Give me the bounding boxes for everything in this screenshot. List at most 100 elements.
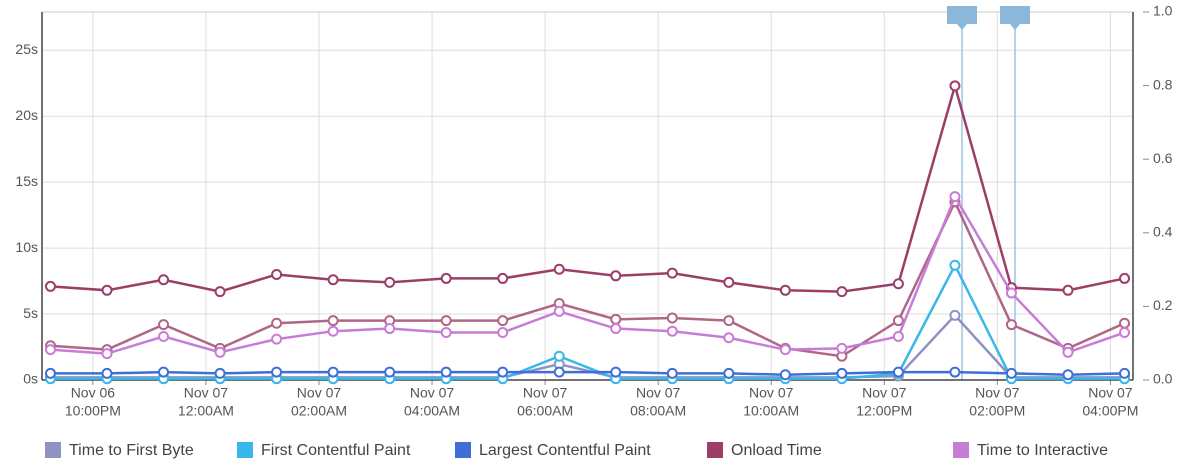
legend-swatch bbox=[455, 442, 471, 458]
data-point bbox=[101, 367, 113, 379]
x-tick-label: Nov 07 bbox=[749, 385, 794, 401]
data-point bbox=[1119, 317, 1131, 329]
legend-swatch bbox=[953, 442, 969, 458]
x-tick-label: Nov 07 bbox=[297, 385, 342, 401]
data-point bbox=[892, 315, 904, 327]
series-line bbox=[50, 262, 1125, 380]
data-point bbox=[44, 344, 56, 356]
data-point bbox=[440, 327, 452, 339]
y2-tick-label: 0.4 bbox=[1153, 224, 1173, 240]
x-tick-label: 06:00AM bbox=[517, 403, 573, 419]
data-point bbox=[610, 313, 622, 325]
x-tick-label: Nov 07 bbox=[975, 385, 1020, 401]
data-point bbox=[553, 305, 565, 317]
data-point bbox=[949, 80, 961, 92]
data-point bbox=[158, 330, 170, 342]
x-tick-label: 10:00AM bbox=[743, 403, 799, 419]
annotation-flag bbox=[947, 6, 977, 30]
data-point bbox=[271, 366, 283, 378]
legend-swatch bbox=[45, 442, 61, 458]
series-line bbox=[50, 313, 1125, 379]
data-point bbox=[1119, 367, 1131, 379]
data-point bbox=[610, 366, 622, 378]
data-point bbox=[158, 366, 170, 378]
x-tick-label: Nov 07 bbox=[523, 385, 568, 401]
data-point bbox=[1119, 272, 1131, 284]
data-point bbox=[1062, 284, 1074, 296]
data-point bbox=[384, 276, 396, 288]
data-point bbox=[101, 284, 113, 296]
legend-label: Onload Time bbox=[731, 442, 822, 459]
y-tick-label: 10s bbox=[15, 239, 38, 255]
data-point bbox=[44, 367, 56, 379]
data-point bbox=[271, 268, 283, 280]
data-point bbox=[723, 367, 735, 379]
data-point bbox=[497, 366, 509, 378]
data-point bbox=[271, 317, 283, 329]
series-line bbox=[50, 193, 1125, 355]
y2-tick-label: 0.2 bbox=[1153, 297, 1173, 313]
data-point bbox=[666, 325, 678, 337]
data-point bbox=[158, 274, 170, 286]
y-tick-label: 5s bbox=[23, 305, 38, 321]
data-point bbox=[723, 276, 735, 288]
series-line bbox=[50, 370, 1125, 376]
data-point bbox=[610, 323, 622, 335]
y2-tick-label: 0.6 bbox=[1153, 150, 1173, 166]
data-point bbox=[949, 366, 961, 378]
data-point bbox=[214, 286, 226, 298]
data-point bbox=[214, 346, 226, 358]
data-point bbox=[610, 270, 622, 282]
data-point bbox=[553, 366, 565, 378]
y2-tick-label: 0.8 bbox=[1153, 76, 1173, 92]
data-point bbox=[666, 267, 678, 279]
data-point bbox=[836, 342, 848, 354]
x-tick-label: 04:00AM bbox=[404, 403, 460, 419]
x-tick-label: 12:00PM bbox=[856, 403, 912, 419]
data-point bbox=[836, 367, 848, 379]
legend-label: Largest Contentful Paint bbox=[479, 442, 651, 459]
data-point bbox=[327, 366, 339, 378]
data-point bbox=[892, 278, 904, 290]
data-point bbox=[1062, 369, 1074, 381]
legend-label: First Contentful Paint bbox=[261, 442, 411, 459]
data-point bbox=[949, 309, 961, 321]
x-tick-label: 10:00PM bbox=[65, 403, 121, 419]
data-point bbox=[723, 332, 735, 344]
data-point bbox=[836, 286, 848, 298]
x-tick-label: 04:00PM bbox=[1082, 403, 1138, 419]
x-tick-label: 02:00AM bbox=[291, 403, 347, 419]
y2-tick-label: 1.0 bbox=[1153, 3, 1173, 19]
data-point bbox=[101, 348, 113, 360]
series-line bbox=[50, 81, 1125, 293]
data-point bbox=[1119, 327, 1131, 339]
data-point bbox=[384, 323, 396, 335]
x-tick-label: Nov 07 bbox=[1088, 385, 1133, 401]
data-point bbox=[779, 284, 791, 296]
x-tick-label: Nov 07 bbox=[184, 385, 229, 401]
legend-swatch bbox=[237, 442, 253, 458]
annotation-flag bbox=[1000, 6, 1030, 30]
x-tick-label: 12:00AM bbox=[178, 403, 234, 419]
x-tick-label: Nov 07 bbox=[410, 385, 455, 401]
legend-label: Time to Interactive bbox=[977, 442, 1108, 459]
y-tick-label: 20s bbox=[15, 107, 38, 123]
legend-label: Time to First Byte bbox=[69, 442, 194, 459]
data-point bbox=[271, 333, 283, 345]
x-tick-label: Nov 06 bbox=[71, 385, 116, 401]
y-tick-label: 0s bbox=[23, 371, 38, 387]
data-point bbox=[158, 319, 170, 331]
data-point bbox=[44, 280, 56, 292]
data-point bbox=[440, 272, 452, 284]
data-point bbox=[779, 344, 791, 356]
data-point bbox=[949, 259, 961, 271]
data-point bbox=[214, 367, 226, 379]
data-point bbox=[327, 325, 339, 337]
x-tick-label: 08:00AM bbox=[630, 403, 686, 419]
x-tick-label: Nov 07 bbox=[636, 385, 681, 401]
data-point bbox=[1005, 287, 1017, 299]
data-point bbox=[440, 315, 452, 327]
data-point bbox=[723, 315, 735, 327]
data-point bbox=[327, 315, 339, 327]
